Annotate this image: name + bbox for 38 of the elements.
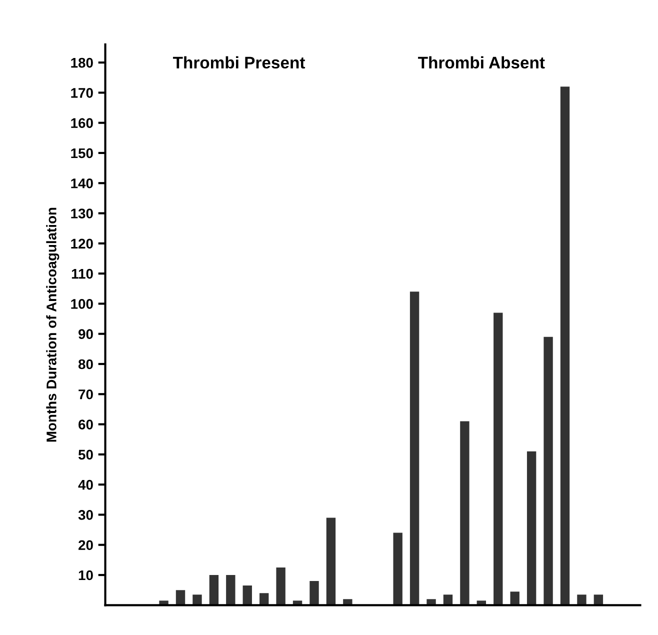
y-tick-label: 80 — [78, 359, 93, 370]
bar — [410, 292, 420, 606]
bar — [494, 312, 503, 606]
y-axis-title: Months Duration of Anticoagulation — [46, 208, 60, 442]
bar — [577, 594, 586, 606]
y-tick-label: 60 — [78, 420, 93, 430]
bar — [460, 421, 470, 606]
annotation: Thrombi Absent — [418, 56, 545, 69]
y-tick-label: 120 — [71, 238, 93, 249]
y-tick-label: 100 — [71, 299, 93, 309]
bar — [192, 594, 202, 606]
bar — [544, 336, 553, 606]
y-tick-label: 170 — [71, 88, 93, 98]
y-tick-label: 10 — [78, 570, 93, 580]
y-tick-label: 90 — [78, 329, 93, 340]
bar — [242, 586, 252, 606]
bar — [276, 567, 286, 606]
bar — [393, 532, 402, 606]
y-tick-label: 150 — [71, 148, 93, 158]
y-tick-label: 70 — [78, 389, 93, 400]
bar — [560, 86, 570, 606]
bar — [226, 575, 236, 606]
bar — [326, 518, 336, 606]
y-tick-label: 160 — [71, 118, 93, 128]
bar — [176, 590, 186, 606]
y-tick-label: 20 — [78, 540, 93, 550]
bar — [526, 451, 536, 606]
bar — [310, 581, 319, 606]
y-tick-label: 40 — [78, 480, 93, 490]
y-tick-label: 30 — [78, 510, 93, 520]
y-tick-label: 140 — [71, 178, 93, 188]
y-tick-label: 130 — [71, 208, 93, 218]
y-tick-label: 180 — [71, 58, 93, 68]
y-tick-label: 110 — [72, 268, 93, 279]
bar — [510, 592, 520, 606]
bar — [209, 575, 219, 606]
y-tick-label: 50 — [78, 450, 93, 460]
annotation: Thrombi Present — [172, 56, 306, 69]
